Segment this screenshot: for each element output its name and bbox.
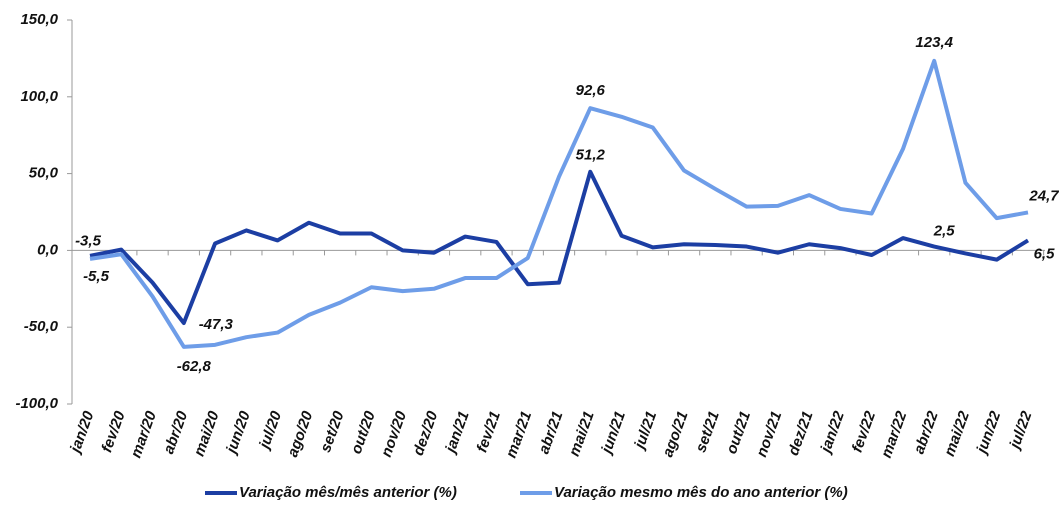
legend-label: Variação mesmo mês do ano anterior (%) [554,484,848,501]
x-tick-label: mar/22 [878,408,911,460]
y-tick-label: 100,0 [20,88,58,105]
x-tick-label: jul/21 [631,409,661,453]
x-tick-label: set/21 [692,409,723,455]
x-tick-label: out/21 [723,409,754,456]
x-tick-label: abr/20 [160,408,191,456]
x-tick-label: abr/22 [911,408,942,456]
x-tick-label: fev/20 [98,408,129,454]
data-label: -47,3 [199,316,234,333]
x-tick-label: fev/21 [473,409,504,455]
x-tick-label: ago/20 [284,408,316,459]
x-tick-label: dez/21 [785,409,817,458]
x-tick-label: nov/20 [378,408,410,459]
x-tick-label: mai/20 [191,408,223,458]
x-tick-label: jan/21 [441,409,472,457]
y-tick-label: -100,0 [15,395,58,412]
x-tick-label: jun/22 [973,408,1005,457]
x-tick-label: set/20 [317,408,348,454]
x-tick-label: abr/21 [535,409,566,456]
x-tick-label: jul/20 [255,408,285,452]
data-label: 51,2 [576,147,606,164]
line-series [89,58,1029,349]
legend-label: Variação mês/mês anterior (%) [239,484,457,501]
data-label: -62,8 [177,358,212,375]
x-tick-label: mai/22 [941,408,973,458]
x-tick-label: mai/21 [566,409,598,459]
x-tick-label: ago/21 [659,409,691,459]
x-tick-label: jul/22 [1006,408,1036,452]
x-tick-label: jun/21 [598,409,629,457]
x-tick-label: fev/22 [849,408,880,454]
x-tick-label: jan/20 [66,408,97,456]
data-label: -3,5 [75,233,102,250]
x-tick-label: mar/21 [503,409,536,460]
y-tick-label: 50,0 [29,165,59,182]
y-tick-label: 150,0 [20,11,58,28]
x-tick-label: jan/22 [817,408,848,456]
data-label: 123,4 [915,34,953,51]
data-label: 92,6 [576,82,606,99]
x-tick-label: nov/21 [753,409,785,459]
y-tick-label: 0,0 [37,241,59,258]
data-label: -5,5 [83,268,110,285]
x-tick-label: mar/20 [128,408,161,460]
x-tick-label: jun/20 [222,408,254,457]
y-tick-label: -50,0 [24,318,59,335]
data-label: 2,5 [933,223,956,240]
x-tick-label: out/20 [348,408,379,456]
x-tick-label: dez/20 [410,408,442,458]
line-series [89,169,1030,326]
data-label: 24,7 [1028,187,1059,204]
data-label: 6,5 [1034,245,1056,262]
